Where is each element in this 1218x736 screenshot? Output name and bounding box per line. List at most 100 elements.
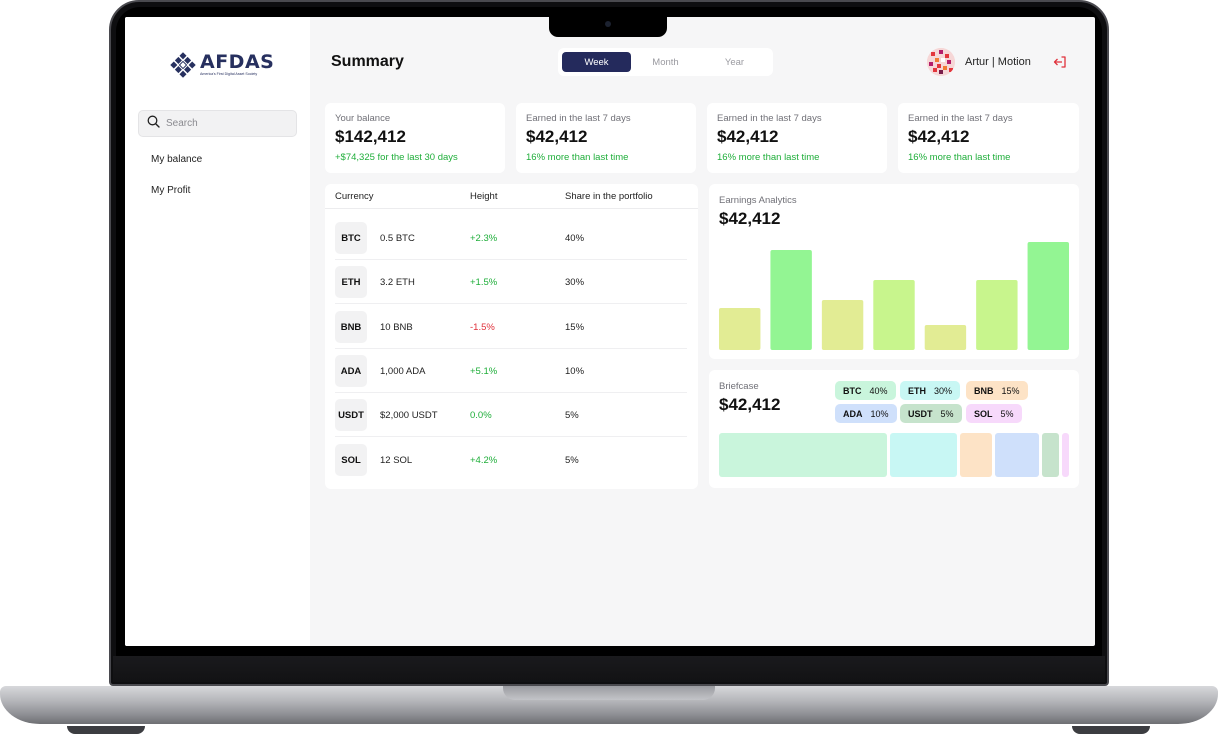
column-header-currency[interactable]: Currency: [335, 191, 374, 202]
chart-bar[interactable]: [1027, 242, 1069, 350]
briefcase-allocation-bar: [719, 433, 1070, 477]
sidebar-item-my-profit[interactable]: My Profit: [151, 185, 191, 196]
coin-amount: 3.2 ETH: [380, 277, 415, 288]
coin-share: 5%: [565, 455, 579, 466]
chart-bar[interactable]: [719, 308, 761, 350]
table-row[interactable]: BNB 10 BNB -1.5% 15%: [325, 305, 698, 349]
coin-badge: ETH: [335, 266, 367, 298]
stat-subtext: 16% more than last time: [908, 152, 1011, 163]
coin-change: +4.2%: [470, 455, 498, 466]
table-row[interactable]: ETH 3.2 ETH +1.5% 30%: [325, 260, 698, 304]
chart-bar[interactable]: [976, 280, 1018, 350]
coin-amount: $2,000 USDT: [380, 410, 438, 421]
chart-bar[interactable]: [924, 325, 967, 350]
earned-card: Earned in the last 7 days $42,412 16% mo…: [516, 103, 696, 173]
stat-value: $42,412: [526, 127, 588, 146]
chart-bar[interactable]: [821, 300, 864, 350]
balance-card: Your balance $142,412 +$74,325 for the l…: [325, 103, 505, 173]
briefcase-tag-btc[interactable]: BTC 40%: [835, 381, 896, 400]
column-header-height[interactable]: Height: [470, 191, 498, 202]
briefcase-tag-bnb[interactable]: BNB 15%: [966, 381, 1028, 400]
coin-badge: BNB: [335, 311, 367, 343]
laptop-foot: [67, 726, 145, 734]
briefcase-tag-sol[interactable]: SOL 5%: [966, 404, 1022, 423]
coin-change: +2.3%: [470, 233, 498, 244]
coin-amount: 0.5 BTC: [380, 233, 415, 244]
briefcase-label: Briefcase: [719, 381, 759, 392]
briefcase-tag-ada[interactable]: ADA 10%: [835, 404, 897, 423]
sidebar: AFDAS America's First Digital Asset Soci…: [125, 17, 310, 646]
coin-share: 40%: [565, 233, 585, 244]
coin-amount: 1,000 ADA: [380, 366, 426, 377]
period-selector: Week Month Year: [558, 48, 773, 76]
coin-badge: USDT: [335, 399, 367, 431]
stat-subtext: 16% more than last time: [717, 152, 820, 163]
table-row[interactable]: USDT $2,000 USDT 0.0% 5%: [325, 393, 698, 437]
laptop-opening-groove: [503, 686, 715, 700]
tab-week[interactable]: Week: [562, 52, 631, 72]
coin-amount: 10 BNB: [380, 322, 413, 333]
briefcase-card: Briefcase $42,412 BTC 40% ETH 30% BNB 15% A…: [709, 370, 1079, 488]
stat-label: Earned in the last 7 days: [526, 113, 631, 124]
briefcase-value: $42,412: [719, 395, 781, 414]
screen-bezel: [113, 656, 1105, 682]
column-header-share[interactable]: Share in the portfolio: [565, 191, 653, 202]
coin-share: 10%: [565, 366, 585, 377]
stat-subtext: 16% more than last time: [526, 152, 629, 163]
briefcase-tag-usdt[interactable]: USDT 5%: [900, 404, 962, 423]
coin-change: 0.0%: [470, 410, 492, 421]
coin-change: +5.1%: [470, 366, 498, 377]
allocation-segment-usdt: [1042, 433, 1059, 477]
portfolio-table: [325, 184, 698, 489]
laptop-foot: [1072, 726, 1150, 734]
earnings-bar-chart: [719, 242, 1069, 350]
page-title: Summary: [331, 53, 404, 70]
coin-badge: BTC: [335, 222, 367, 254]
stat-value: $42,412: [717, 127, 779, 146]
allocation-segment-ada: [995, 433, 1039, 477]
search-icon: [147, 115, 160, 133]
table-row[interactable]: BTC 0.5 BTC +2.3% 40%: [325, 216, 698, 260]
earned-card: Earned in the last 7 days $42,412 16% mo…: [898, 103, 1079, 173]
analytics-value: $42,412: [719, 209, 781, 228]
coin-share: 15%: [565, 322, 585, 333]
tab-year[interactable]: Year: [724, 56, 745, 68]
search-input[interactable]: [166, 118, 286, 129]
brand-logo[interactable]: AFDAS America's First Digital Asset Soci…: [169, 50, 274, 80]
avatar[interactable]: [927, 48, 955, 76]
user-name: Artur | Motion: [965, 56, 1031, 68]
coin-share: 30%: [565, 277, 585, 288]
allocation-segment-sol: [1062, 433, 1069, 477]
stat-label: Earned in the last 7 days: [717, 113, 822, 124]
app-screen: AFDAS America's First Digital Asset Soci…: [125, 17, 1095, 646]
brand-tagline: America's First Digital Asset Society: [200, 72, 258, 76]
camera-icon: [605, 21, 611, 27]
coin-change: +1.5%: [470, 277, 498, 288]
coin-badge: SOL: [335, 444, 367, 476]
chart-bar[interactable]: [770, 250, 812, 350]
tab-month[interactable]: Month: [652, 56, 679, 68]
coin-amount: 12 SOL: [380, 455, 413, 466]
logout-icon[interactable]: [1053, 55, 1067, 69]
brand-name: AFDAS: [200, 51, 275, 73]
chart-bar[interactable]: [873, 280, 915, 350]
coin-badge: ADA: [335, 355, 367, 387]
earned-card: Earned in the last 7 days $42,412 16% mo…: [707, 103, 887, 173]
search-box[interactable]: [138, 110, 297, 137]
table-row[interactable]: SOL 12 SOL +4.2% 5%: [325, 438, 698, 482]
stat-label: Your balance: [335, 113, 391, 124]
analytics-label: Earnings Analytics: [719, 195, 797, 206]
allocation-segment-eth: [890, 433, 957, 477]
allocation-segment-bnb: [960, 433, 992, 477]
diamond-grid-logo-icon: [169, 51, 197, 79]
coin-change: -1.5%: [470, 322, 495, 333]
table-row[interactable]: ADA 1,000 ADA +5.1% 10%: [325, 349, 698, 393]
user-menu[interactable]: Artur | Motion: [927, 48, 1067, 76]
table-divider: [325, 208, 698, 209]
coin-share: 5%: [565, 410, 579, 421]
camera-notch: [549, 17, 667, 37]
sidebar-item-my-balance[interactable]: My balance: [151, 154, 203, 165]
briefcase-tag-eth[interactable]: ETH 30%: [900, 381, 961, 400]
allocation-segment-btc: [719, 433, 887, 477]
